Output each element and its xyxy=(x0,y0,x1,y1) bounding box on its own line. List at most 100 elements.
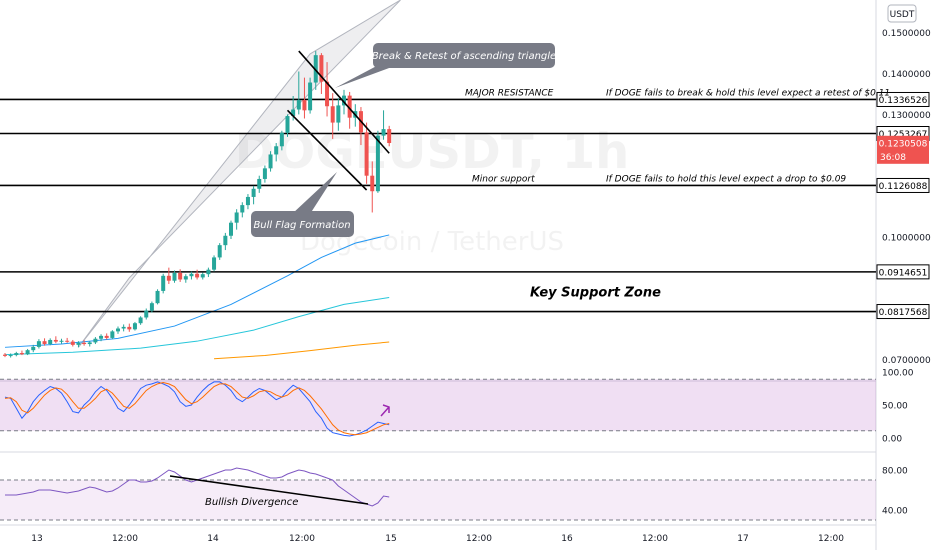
flag-callout-pointer xyxy=(292,172,337,214)
candle-body xyxy=(3,354,7,356)
moving-average-line-1 xyxy=(4,234,390,348)
rsi-pane: 80.00 40.00 Bullish Divergence xyxy=(0,467,908,521)
candle-body xyxy=(342,95,346,106)
time-tick-label: 12:00 xyxy=(289,534,315,544)
candle-body xyxy=(375,135,380,192)
level-name-3: Minor support xyxy=(472,174,535,184)
candle-body xyxy=(279,132,284,147)
candle-body xyxy=(387,129,392,144)
candle-body xyxy=(93,338,98,343)
time-axis: 13 12:00 14 12:00 15 12:00 16 12:00 17 12:00 xyxy=(31,534,844,544)
currency-label: USDT xyxy=(890,10,915,20)
ascending-channel[interactable] xyxy=(78,0,401,348)
price-axis: 0.1500000 0.1400000 0.1300000 0.1000000 0.07… xyxy=(877,29,931,366)
flag-callout-text: Bull Flag Formation xyxy=(253,220,350,231)
stoch-tick-label: 50.00 xyxy=(882,402,908,412)
candle-body xyxy=(274,146,279,155)
price-tick-label: 0.0700000 xyxy=(882,356,931,366)
candle-body xyxy=(116,328,120,332)
rsi-tick-label: 80.00 xyxy=(882,467,908,477)
candle-body xyxy=(99,335,104,339)
candle-body xyxy=(330,106,335,123)
candle-body xyxy=(121,326,126,329)
candle-body xyxy=(285,116,290,133)
candle-body xyxy=(262,168,267,179)
moving-average-line-3 xyxy=(214,341,390,360)
candle-body xyxy=(14,353,19,356)
triangle-trendlines[interactable] xyxy=(286,50,390,191)
candle-body xyxy=(251,188,256,197)
candle-body xyxy=(42,341,47,345)
last-price-label: 0.1230508 xyxy=(879,139,928,149)
rsi-band xyxy=(0,480,876,520)
divergence-line[interactable] xyxy=(169,475,369,505)
triangle-callout-text: Break & Retest of ascending triangle xyxy=(372,51,556,62)
candle-body xyxy=(138,317,143,324)
moving-average-line-2 xyxy=(4,296,390,356)
triangle-callout-box[interactable] xyxy=(373,43,555,68)
level-name-1: MAJOR RESISTANCE xyxy=(465,88,554,98)
price-tick-label: 0.1500000 xyxy=(882,29,931,39)
time-tick-label: 12:00 xyxy=(466,534,492,544)
candle-body xyxy=(195,273,200,278)
time-tick-label: 13 xyxy=(31,534,42,544)
stoch-d-line xyxy=(4,382,390,436)
candle-body xyxy=(268,154,273,169)
candle-body xyxy=(48,339,53,345)
candle-body xyxy=(296,100,301,110)
channel-fill[interactable] xyxy=(78,0,401,348)
stoch-k-line xyxy=(4,381,390,437)
candle-body xyxy=(161,275,166,291)
horizontal-levels[interactable]: 0.1336526 MAJOR RESISTANCE If DOGE fails t… xyxy=(0,88,930,320)
candle-body xyxy=(132,323,137,330)
triangle-line-lower[interactable] xyxy=(286,109,368,191)
time-tick-label: 16 xyxy=(561,534,573,544)
level-price-label-3: 0.1126088 xyxy=(879,182,928,192)
candle-body xyxy=(217,245,222,258)
candle-body xyxy=(189,273,194,277)
level-note-1: If DOGE fails to break & hold this level… xyxy=(606,88,890,98)
level-note-3: If DOGE fails to hold this level expect … xyxy=(606,174,846,184)
up-arrow-icon xyxy=(380,404,390,417)
price-tick-label: 0.1000000 xyxy=(882,233,931,243)
candle-body xyxy=(381,129,386,136)
candle-body xyxy=(308,82,313,111)
candle-body xyxy=(155,290,160,304)
candle-body xyxy=(313,55,318,83)
time-tick-label: 14 xyxy=(207,534,219,544)
stoch-rsi-pane: 100.00 50.00 0.00 xyxy=(0,369,914,445)
candle-body xyxy=(223,235,228,246)
candle-body xyxy=(325,81,330,107)
level-price-label-2: 0.1253267 xyxy=(879,130,928,140)
level-price-label-1: 0.1336526 xyxy=(879,96,928,106)
moving-averages xyxy=(4,234,390,360)
candle-body xyxy=(25,350,30,355)
candle-body xyxy=(149,303,154,311)
flag-callout-box[interactable] xyxy=(251,211,354,237)
level-price-label-5: 0.0817568 xyxy=(879,308,928,318)
stoch-band xyxy=(0,379,876,431)
currency-badge[interactable] xyxy=(887,4,917,23)
candle-body xyxy=(183,276,188,280)
callouts[interactable]: Break & Retest of ascending triangle Bull… xyxy=(251,43,556,237)
time-tick-label: 12:00 xyxy=(642,534,668,544)
candle-body xyxy=(8,355,13,357)
candle-body xyxy=(234,212,239,223)
candle-body xyxy=(70,341,75,345)
price-tick-label: 0.1400000 xyxy=(882,70,931,80)
candle-body xyxy=(200,274,205,278)
candle-body xyxy=(364,132,369,176)
triangle-line-upper[interactable] xyxy=(298,50,390,154)
candle-body xyxy=(166,275,171,281)
key-support-zone-label: Key Support Zone xyxy=(530,286,661,301)
level-price-tag-3 xyxy=(876,177,930,193)
time-tick-label: 12:00 xyxy=(818,534,844,544)
candle-body xyxy=(178,272,183,280)
candle-body xyxy=(336,105,341,123)
time-tick-label: 12:00 xyxy=(112,534,138,544)
level-price-tag-1 xyxy=(876,91,930,107)
candle-body xyxy=(127,326,132,330)
candle-body xyxy=(257,178,262,189)
candle-body xyxy=(370,175,375,192)
